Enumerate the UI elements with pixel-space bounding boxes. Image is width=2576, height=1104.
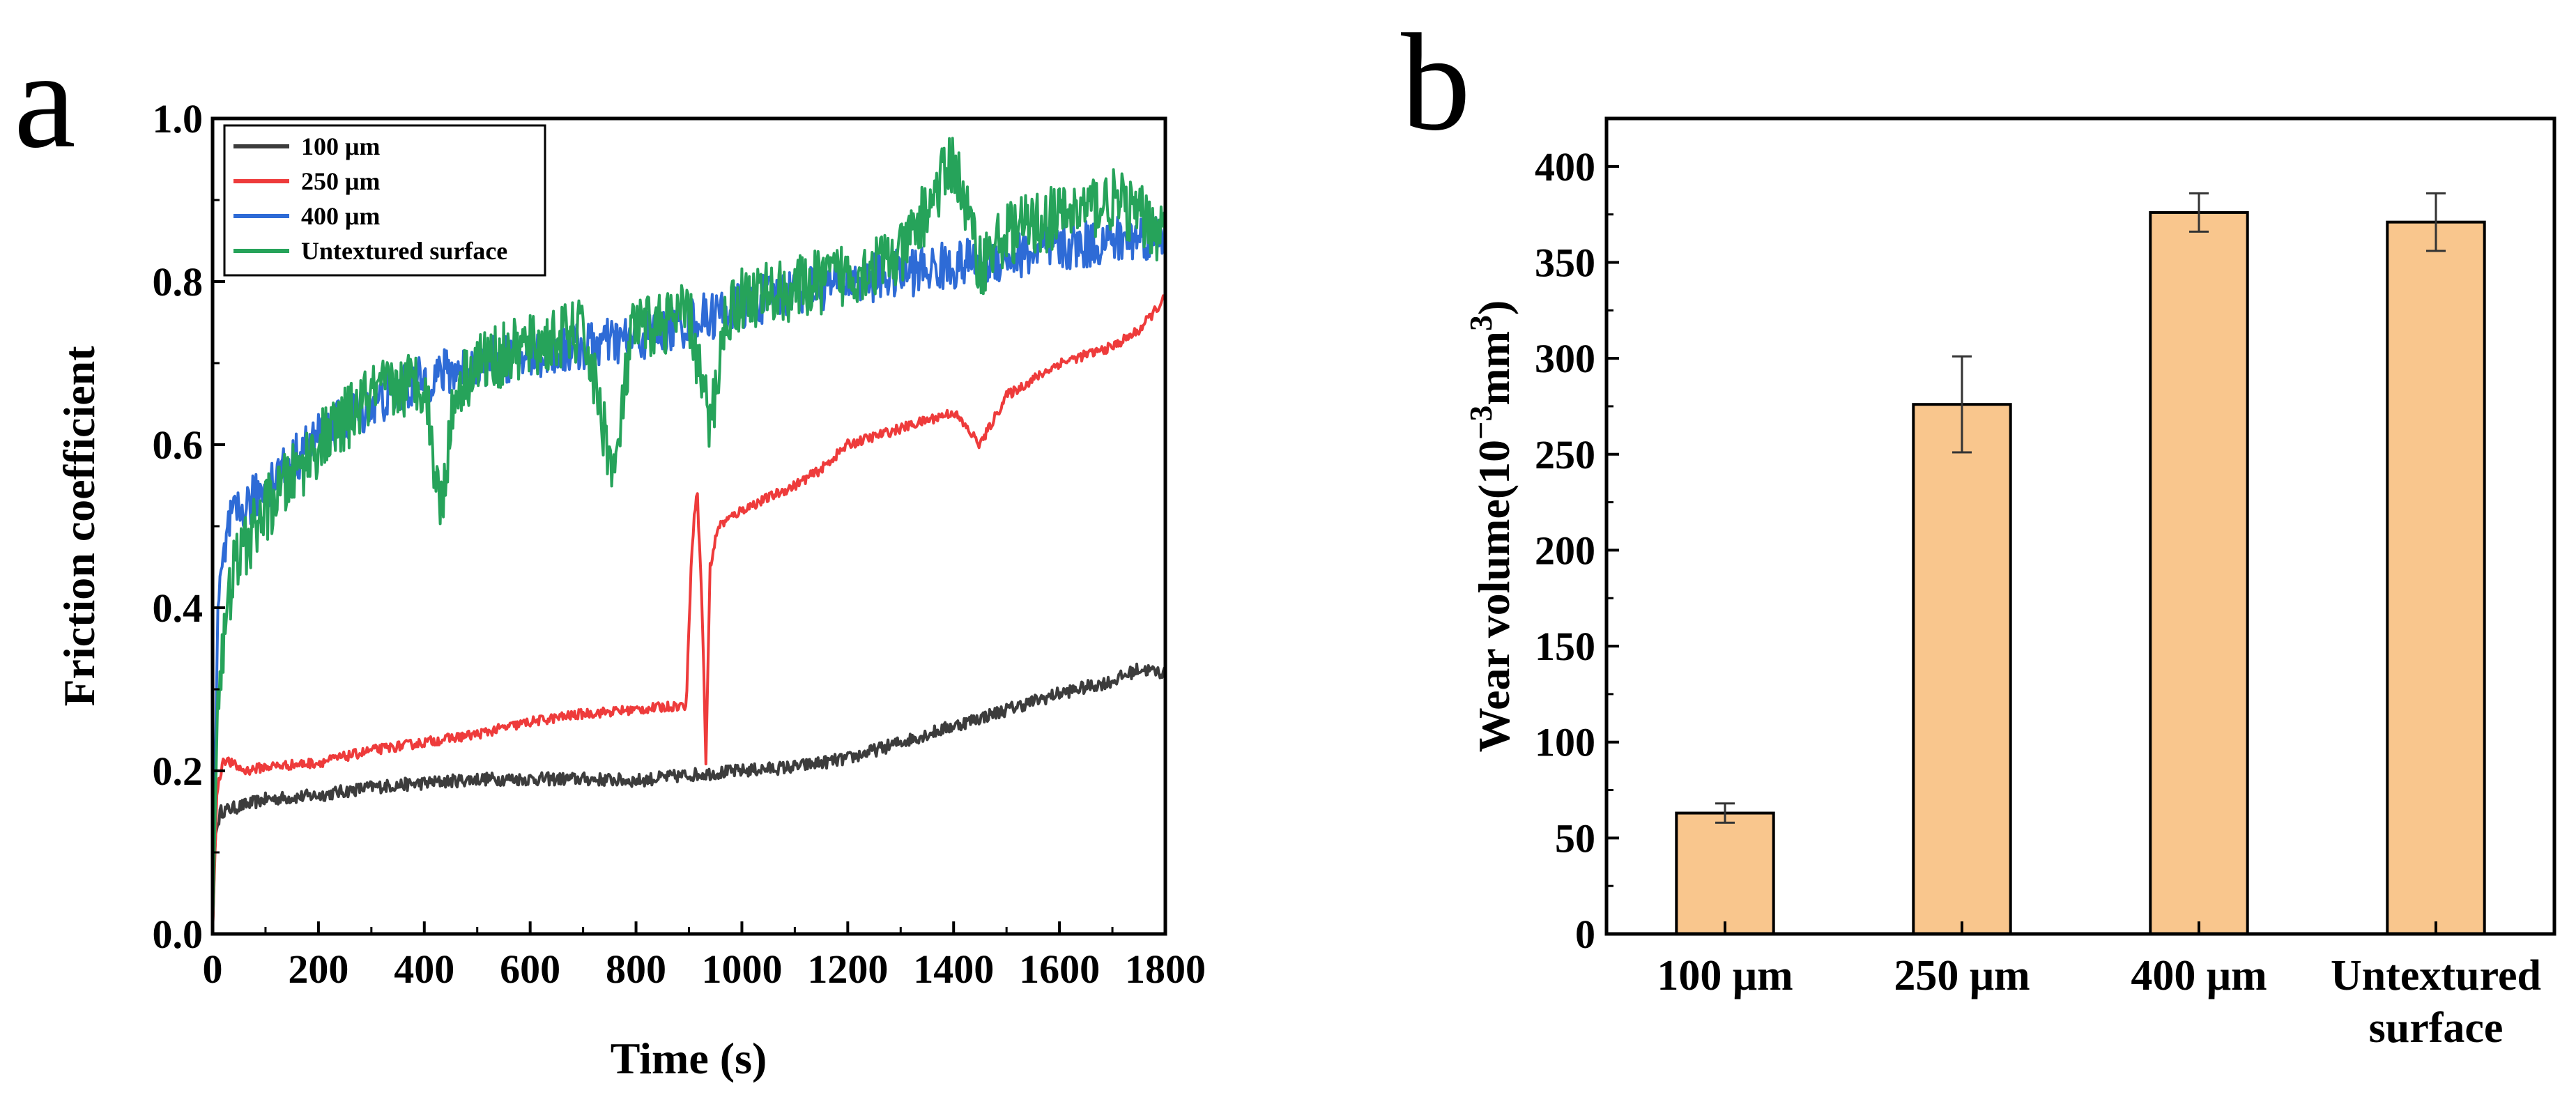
chart-b-ytick-label: 100 [1535,720,1595,765]
chart-a-legend-label: 250 μm [301,167,380,195]
chart-a-x-title: Time (s) [611,1034,767,1083]
chart-a-xtick-label: 0 [203,946,223,992]
chart-a-series-line [213,662,1165,934]
chart-a-ytick-label: 0.0 [153,912,204,957]
chart-a-y-axis: 0.0 0.2 0.4 0.6 0.8 1.0 [153,96,225,957]
chart-a-legend-label: 400 μm [301,202,380,230]
chart-a-legend: 100 μm 250 μm 400 μm Untextured surface [223,124,546,277]
chart-b-ytick-label: 300 [1535,336,1595,381]
chart-b-y-title-unit-exp: 3 [1463,315,1498,331]
chart-b-y-title-main: Wear volume(10 [1469,440,1519,753]
chart-b-bar [1912,403,2012,935]
chart-a-legend-label: 100 μm [301,132,380,160]
chart-a-y-title: Friction coefficient [54,346,104,707]
chart-b-bars [1675,192,2486,935]
chart-b-category-label: 100 μm [1657,952,1793,999]
chart-b-ytick-label: 350 [1535,240,1595,285]
chart-b-bar [2149,210,2249,935]
panel-b: b 0 50 100 150 200 250 300 350 400 100 μm 250 μm 4… [1401,6,2556,1052]
chart-a-ytick-label: 0.2 [153,749,204,794]
chart-a-legend-label: Untextured surface [301,237,507,265]
chart-a-x-axis: 0 200 400 600 800 1000 1200 1400 1600 1800 [203,921,1206,992]
chart-a-ytick-label: 1.0 [153,96,204,141]
chart-b-category-label: 250 μm [1894,952,2030,999]
chart-a-xtick-label: 200 [288,946,348,992]
chart-a-xtick-label: 1800 [1125,946,1206,992]
chart-a-ytick-label: 0.4 [153,585,204,631]
chart-b-ytick-label: 50 [1555,815,1595,861]
chart-b-ytick-label: 150 [1535,624,1595,669]
chart-a-ytick-label: 0.6 [153,422,204,468]
chart-a-series-layer [213,137,1165,934]
chart-b-ytick-label: 200 [1535,528,1595,573]
chart-a-ytick-label: 0.8 [153,259,204,305]
chart-a-xtick-label: 600 [500,946,560,992]
chart-a-xtick-label: 1400 [913,946,994,992]
chart-b-ytick-label: 250 [1535,432,1595,477]
chart-b-y-title: Wear volume(10−3mm3) [1463,300,1519,753]
panel-letter-b: b [1401,6,1471,160]
chart-a-xtick-label: 800 [606,946,666,992]
chart-b-y-title-unit: mm [1469,331,1519,406]
chart-b-y-axis: 0 50 100 150 200 250 300 350 400 [1535,117,1619,957]
chart-b-y-title-exp: −3 [1463,406,1498,440]
chart-a-plot-clip-group [213,137,1165,934]
chart-b-category-label-line2: surface [2369,1004,2504,1052]
chart-a-series-line [213,137,1165,934]
chart-b-x-axis: 100 μm 250 μm 400 μm Untextured surface [1657,921,2541,1052]
chart-a-series-line [213,294,1165,934]
chart-b-ytick-label: 0 [1575,912,1595,957]
panel-a: a 0.0 0.2 0.4 0.6 0.8 1.0 0 200 400 600 800 1000 12… [14,23,1206,1083]
chart-b-y-title-close: ) [1469,300,1519,315]
chart-a-xtick-label: 400 [394,946,454,992]
chart-a-xtick-label: 1000 [701,946,782,992]
chart-b-category-label: 400 μm [2131,952,2267,999]
chart-b-category-label: Untextured [2331,952,2541,999]
panel-letter-a: a [14,23,76,177]
chart-a-xtick-label: 1200 [807,946,888,992]
chart-a-xtick-label: 1600 [1019,946,1100,992]
chart-b-frame [1604,116,2556,936]
chart-b-bar [2386,220,2486,935]
chart-b-bar [1675,811,1775,935]
chart-b-ytick-label: 400 [1535,144,1595,190]
